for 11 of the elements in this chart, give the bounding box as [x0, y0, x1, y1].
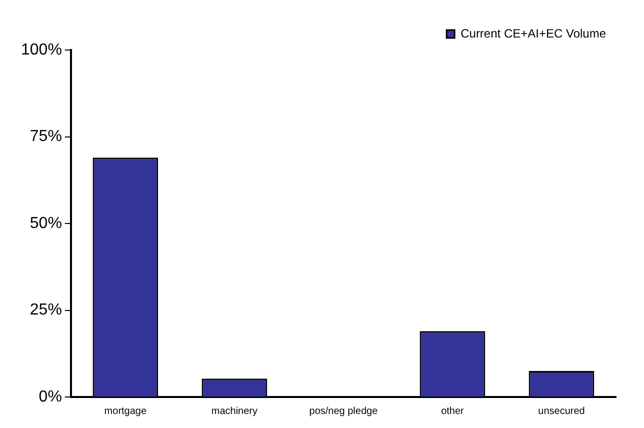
y-tick-label: 0%: [38, 388, 62, 406]
legend-label: Current CE+AI+EC Volume: [460, 26, 606, 40]
y-tick-label: 50%: [30, 214, 62, 232]
x-tick-label: machinery: [211, 406, 258, 417]
y-tick-label: 75%: [30, 128, 62, 146]
y-tick-label: 25%: [30, 302, 62, 319]
x-tick-label: pos/neg pledge: [309, 406, 378, 417]
x-tick-label: unsecured: [538, 406, 585, 417]
x-tick-label: other: [441, 406, 465, 417]
x-tick-label: mortgage: [104, 406, 147, 417]
y-tick-label: 100%: [21, 41, 62, 58]
